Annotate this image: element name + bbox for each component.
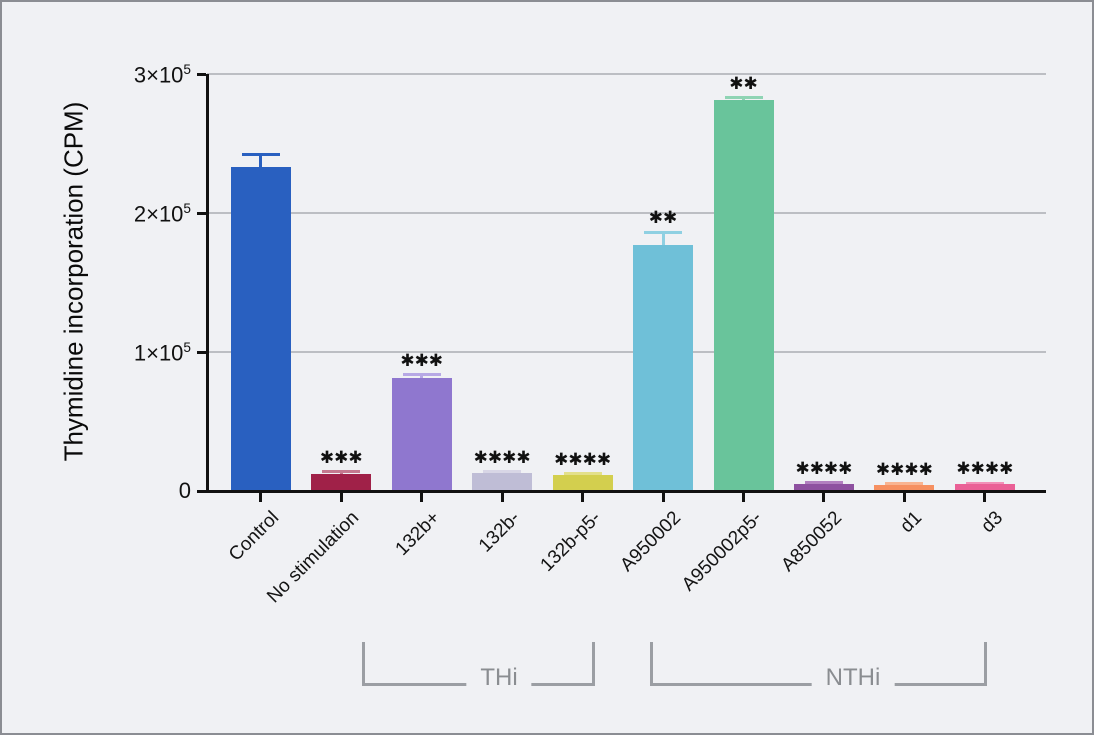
exponent: 5 <box>183 340 191 355</box>
bar <box>311 473 372 491</box>
bar <box>472 472 533 491</box>
y-tick-label: 0 <box>178 478 191 503</box>
bar <box>793 484 854 491</box>
error-bar-line <box>661 232 665 253</box>
y-tick-label: 3×105 <box>133 62 191 88</box>
bar <box>391 378 452 491</box>
x-axis-category-label: No stimulation <box>263 507 364 608</box>
gridline <box>207 351 1046 353</box>
group-label: THi <box>466 666 532 690</box>
x-tick-mark <box>661 493 665 502</box>
y-tick-label: 2×105 <box>133 201 191 227</box>
x-tick-mark <box>500 493 504 502</box>
error-bar-cap <box>804 481 843 485</box>
significance-stars: ✱✱✱✱ <box>956 459 1014 480</box>
error-bar-cap <box>241 153 280 157</box>
group-bracket: NTHi <box>650 642 987 690</box>
significance-stars: ✱✱✱ <box>400 350 444 371</box>
x-tick-mark <box>822 493 826 502</box>
exponent: 5 <box>183 62 191 77</box>
gridline <box>207 73 1046 75</box>
y-tick-mark <box>197 211 206 215</box>
error-bar-cap <box>402 373 441 377</box>
x-tick-mark <box>259 493 263 502</box>
error-bar-line <box>259 154 263 176</box>
error-bar-cap <box>322 470 361 474</box>
x-tick-mark <box>581 493 585 502</box>
significance-stars: ✱✱ <box>648 208 678 229</box>
group-bracket: THi <box>362 642 595 690</box>
error-bar-cap <box>563 472 602 476</box>
y-tick-mark <box>197 489 206 493</box>
significance-stars: ✱✱ <box>729 73 758 94</box>
significance-stars: ✱✱✱✱ <box>473 447 531 468</box>
bar <box>713 100 774 491</box>
error-bar-cap <box>965 481 1004 485</box>
y-tick-label: 1×105 <box>133 340 191 366</box>
x-tick-mark <box>420 493 424 502</box>
x-axis-category-label: Control <box>224 507 283 566</box>
y-tick-mark <box>197 350 206 354</box>
x-tick-mark <box>742 493 745 502</box>
bar <box>230 167 291 491</box>
error-bar-cap <box>644 230 683 234</box>
x-tick-mark <box>902 493 906 502</box>
error-bar-cap <box>724 96 763 100</box>
bar <box>874 484 935 491</box>
bar <box>552 475 613 491</box>
significance-stars: ✱✱✱ <box>319 447 363 468</box>
y-tick-mark <box>197 72 206 76</box>
group-label: NTHi <box>811 666 895 690</box>
bar <box>954 484 1015 491</box>
x-tick-mark <box>339 493 343 502</box>
x-axis-line <box>205 489 1046 493</box>
y-axis-line <box>205 74 209 493</box>
bar <box>633 244 694 491</box>
error-bar-cap <box>483 470 522 474</box>
x-tick-mark <box>983 493 987 502</box>
significance-stars: ✱✱✱✱ <box>875 459 933 480</box>
error-bar-cap <box>885 482 924 486</box>
exponent: 5 <box>183 201 191 216</box>
significance-stars: ✱✱✱✱ <box>554 449 612 470</box>
significance-stars: ✱✱✱✱ <box>795 458 853 479</box>
gridline <box>207 212 1046 214</box>
